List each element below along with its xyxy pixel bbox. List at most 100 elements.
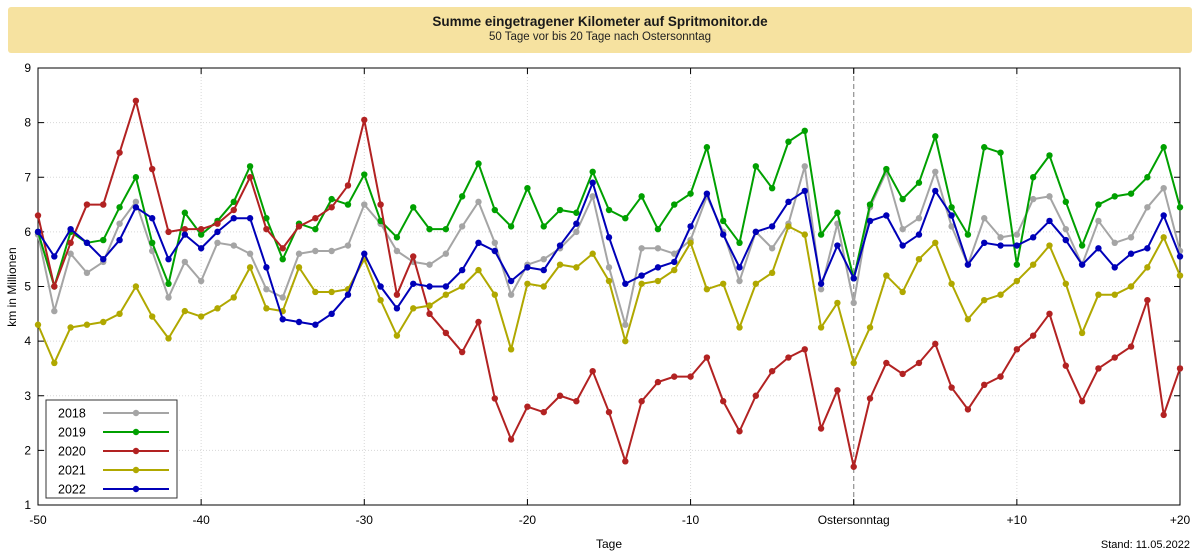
data-point (214, 305, 221, 312)
y-tick-label: 7 (24, 170, 31, 184)
data-point (638, 272, 645, 279)
data-point (736, 277, 743, 285)
data-point (263, 305, 270, 312)
data-point (279, 245, 286, 252)
data-point (1013, 277, 1021, 285)
data-point (51, 359, 58, 367)
data-point (116, 236, 123, 244)
data-point (964, 406, 972, 413)
data-point (1046, 217, 1053, 225)
data-point (622, 215, 629, 222)
legend-label: 2022 (58, 483, 86, 497)
data-point (263, 264, 270, 271)
data-point (132, 198, 140, 206)
data-point (1111, 264, 1118, 271)
data-point (768, 223, 776, 230)
data-point (279, 294, 286, 301)
data-point (1046, 193, 1053, 200)
data-point (573, 209, 580, 216)
x-tick-label: -20 (519, 513, 537, 527)
y-tick-label: 2 (24, 443, 31, 457)
data-point (295, 250, 303, 257)
legend-item-2020: 2020 (58, 445, 169, 459)
data-point (622, 321, 629, 328)
data-point (1095, 291, 1102, 298)
data-point (458, 223, 466, 230)
data-point (638, 280, 645, 287)
data-point (149, 313, 156, 320)
data-point (230, 215, 237, 222)
data-point (948, 384, 955, 391)
data-point (524, 264, 531, 271)
data-point (1029, 174, 1037, 181)
data-point (246, 215, 254, 222)
data-point (491, 247, 498, 255)
x-tick-label: +10 (1007, 513, 1028, 527)
data-point (1029, 234, 1037, 241)
data-point (491, 291, 498, 298)
series-2020 (34, 97, 1184, 470)
data-point (230, 242, 237, 249)
data-point (197, 245, 205, 252)
data-point (1176, 204, 1184, 211)
data-point (426, 225, 433, 233)
data-point (214, 220, 221, 227)
legend-label: 2021 (58, 464, 86, 478)
data-point (948, 280, 955, 287)
legend-item-2019: 2019 (58, 426, 169, 440)
data-point (948, 212, 955, 219)
data-point (801, 127, 808, 135)
data-point (1127, 343, 1135, 350)
data-point (671, 201, 678, 208)
y-tick-label: 4 (24, 334, 31, 348)
data-point (1176, 272, 1184, 279)
data-point (312, 225, 319, 233)
data-point (132, 204, 140, 211)
data-point (899, 370, 906, 378)
gridlines (38, 68, 1180, 505)
legend-marker (132, 485, 140, 493)
data-point (654, 245, 662, 252)
data-point (654, 225, 662, 233)
data-point (410, 253, 417, 260)
y-tick-label: 1 (24, 498, 31, 512)
data-point (1144, 174, 1151, 181)
data-point (475, 160, 482, 167)
data-point (948, 204, 955, 211)
data-point (981, 144, 988, 151)
data-point (817, 425, 825, 432)
data-point (246, 163, 254, 170)
data-point (328, 288, 335, 296)
data-point (899, 225, 906, 233)
data-point (703, 144, 711, 151)
y-tick-label: 5 (24, 280, 31, 294)
data-point (458, 193, 466, 200)
data-point (165, 255, 172, 263)
chart-subtitle: 50 Tage vor bis 20 Tage nach Ostersonnta… (488, 31, 712, 43)
data-point (605, 277, 613, 285)
data-point (736, 264, 743, 271)
data-point (964, 316, 972, 323)
data-point (817, 280, 825, 287)
data-point (899, 242, 906, 249)
data-point (997, 149, 1004, 156)
data-point (181, 258, 189, 266)
data-point (312, 247, 319, 255)
data-point (295, 318, 303, 326)
data-point (556, 261, 564, 268)
data-point (83, 269, 91, 277)
data-point (850, 275, 857, 282)
data-point (1127, 283, 1135, 290)
data-point (328, 247, 335, 255)
data-point (410, 305, 417, 312)
data-point (34, 212, 42, 219)
data-point (801, 231, 808, 238)
data-point (768, 184, 776, 192)
data-point (328, 310, 335, 318)
data-point (605, 264, 613, 271)
data-point (1062, 362, 1070, 369)
data-point (344, 291, 352, 298)
data-point (817, 231, 825, 238)
data-point (964, 231, 972, 238)
data-point (981, 296, 988, 304)
